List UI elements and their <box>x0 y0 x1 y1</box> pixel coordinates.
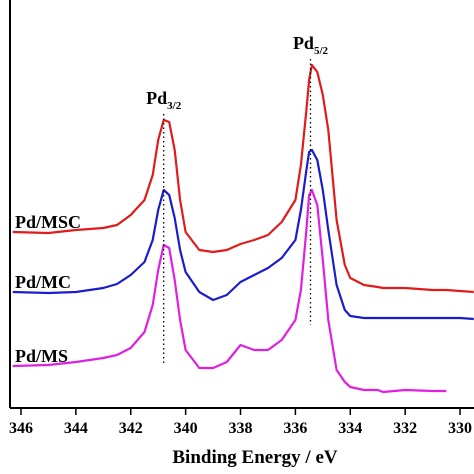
peak-label-sub: 3/2 <box>167 100 182 112</box>
x-tick-label: 344 <box>64 420 88 437</box>
peak-label: Pd3/2 <box>146 88 182 112</box>
series-line <box>12 188 447 394</box>
x-axis-label: Binding Energy / eV <box>172 447 337 468</box>
x-tick-label: 338 <box>229 420 253 437</box>
series-label: Pd/MSC <box>15 212 81 232</box>
x-tick-label: 342 <box>119 420 143 437</box>
peak-label-main: Pd <box>293 33 314 53</box>
series-line <box>12 63 474 294</box>
x-tick-label: 330 <box>448 420 472 437</box>
x-tick-label: 336 <box>283 420 307 437</box>
x-tick-label: 332 <box>393 420 417 437</box>
series-label: Pd/MS <box>15 346 68 366</box>
series-label: Pd/MC <box>15 272 71 292</box>
x-tick-label: 346 <box>9 420 33 437</box>
peak-label-main: Pd <box>146 88 167 108</box>
peak-label-sub: 5/2 <box>314 45 329 57</box>
x-tick-label: 340 <box>174 420 198 437</box>
x-tick-label: 334 <box>338 420 362 437</box>
series-line <box>12 148 474 321</box>
peak-label: Pd5/2 <box>293 33 329 57</box>
